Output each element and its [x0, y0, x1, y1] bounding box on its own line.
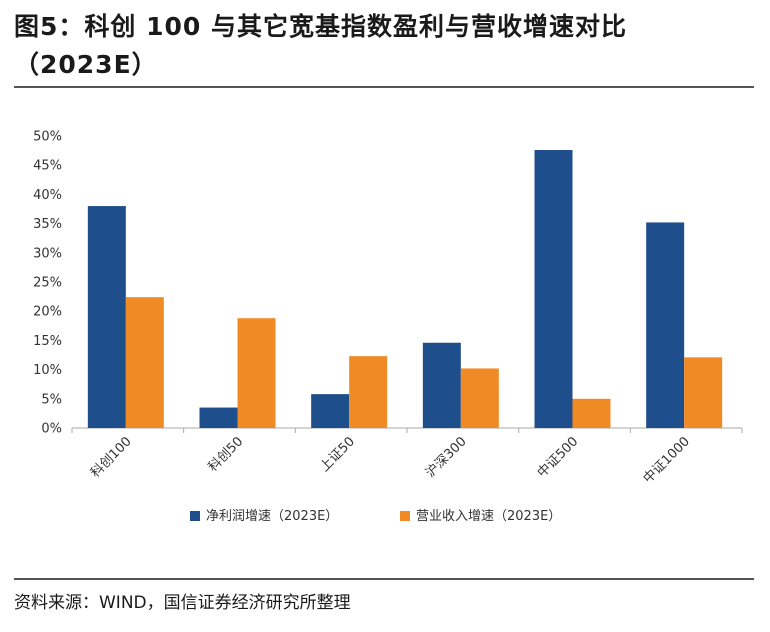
bar-net-profit: [422, 342, 461, 428]
legend: 净利润增速（2023E） 营业收入增速（2023E）: [190, 509, 561, 524]
y-tick-label: 50%: [33, 130, 62, 145]
y-tick-label: 20%: [33, 305, 62, 320]
bar-net-profit: [87, 206, 126, 428]
y-tick-label: 25%: [33, 276, 62, 291]
bar-revenue: [237, 318, 276, 428]
title-divider: [14, 86, 754, 88]
bar-revenue: [684, 357, 723, 428]
bar-net-profit: [311, 394, 350, 428]
y-tick-label: 35%: [33, 217, 62, 232]
bar-revenue: [125, 297, 164, 428]
bar-revenue: [572, 398, 611, 428]
bar-chart: 0% 5% 10% 15% 20% 25% 30% 35% 40% 45% 50% 科创100 科创5…: [33, 130, 743, 524]
y-tick-label: 40%: [33, 188, 62, 203]
category-label: 沪深300: [422, 434, 469, 481]
y-axis: 0% 5% 10% 15% 20% 25% 30% 35% 40% 45% 50%: [33, 130, 742, 437]
category-label: 中证1000: [641, 434, 693, 486]
bars: [87, 150, 723, 428]
bar-net-profit: [646, 222, 685, 428]
y-tick-label: 45%: [33, 159, 62, 174]
y-tick-label: 5%: [41, 392, 62, 407]
source-divider: [14, 578, 754, 580]
bar-net-profit: [199, 407, 238, 428]
legend-revenue-swatch: [400, 511, 410, 521]
y-tick-label: 15%: [33, 334, 62, 349]
y-tick-label: 30%: [33, 246, 62, 261]
y-tick-label: 0%: [41, 422, 62, 437]
y-tick-label: 10%: [33, 363, 62, 378]
category-label: 科创100: [88, 434, 135, 481]
bar-net-profit: [534, 150, 573, 428]
figure-title-line1: 图5：科创 100 与其它宽基指数盈利与营收增速对比: [14, 12, 627, 41]
x-axis: 科创100 科创50 上证50 沪深300 中证500 中证1000: [71, 428, 743, 487]
legend-net-profit-swatch: [190, 511, 200, 521]
bar-revenue: [349, 356, 388, 428]
bar-revenue: [460, 368, 499, 428]
figure-title-line2: （2023E）: [14, 50, 158, 79]
source-note: 资料来源：WIND，国信证券经济研究所整理: [14, 593, 351, 613]
figure-title: 图5：科创 100 与其它宽基指数盈利与营收增速对比 （2023E）: [14, 8, 754, 84]
category-label: 中证500: [535, 434, 582, 481]
category-label: 上证50: [317, 434, 358, 475]
category-label: 科创50: [206, 434, 247, 475]
legend-revenue-label: 营业收入增速（2023E）: [416, 509, 561, 524]
legend-net-profit-label: 净利润增速（2023E）: [206, 509, 338, 524]
